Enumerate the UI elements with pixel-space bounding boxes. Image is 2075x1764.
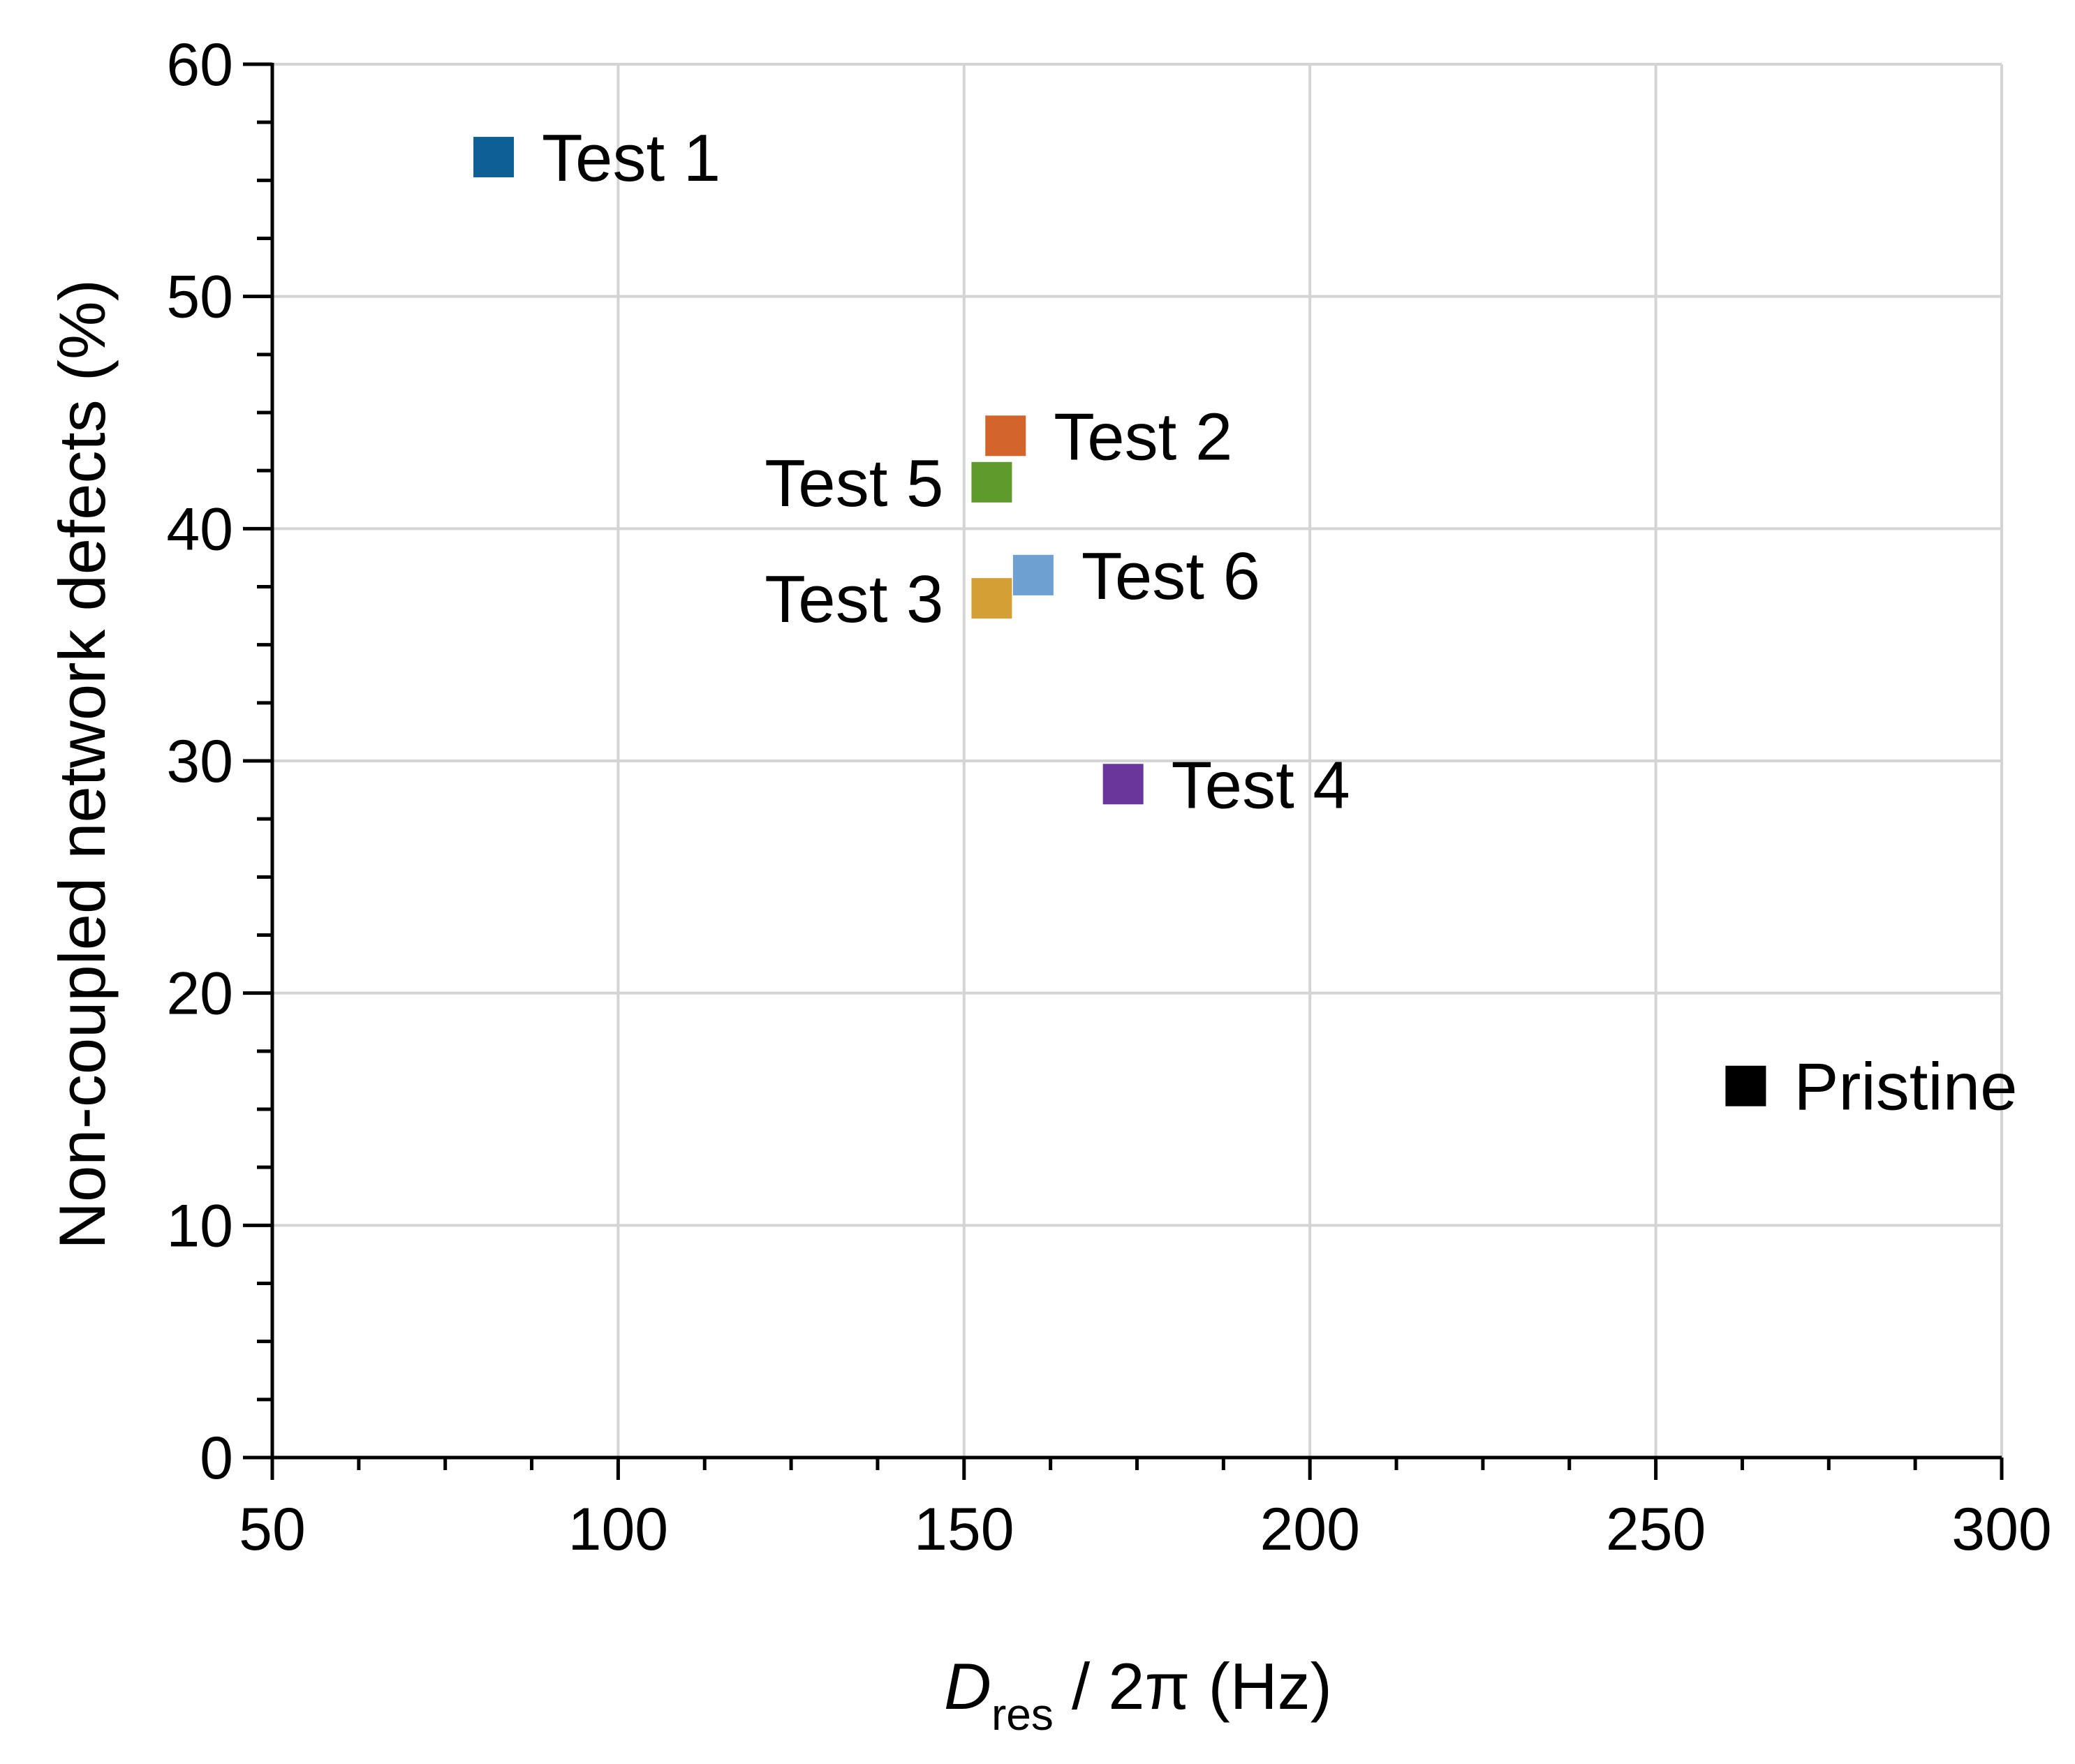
point-label: Test 3	[765, 562, 943, 637]
x-tick-label: 250	[1606, 1496, 1706, 1563]
x-tick-label: 200	[1260, 1496, 1360, 1563]
data-point	[1102, 764, 1144, 805]
x-tick-label: 100	[568, 1496, 669, 1563]
y-tick-label: 60	[166, 31, 233, 98]
x-tick-label: 300	[1951, 1496, 2052, 1563]
y-tick-label: 10	[166, 1192, 233, 1259]
y-axis-title: Non-coupled network defects (%)	[45, 279, 119, 1250]
data-points	[473, 137, 1766, 1106]
data-point	[473, 137, 515, 178]
point-label: Test 1	[542, 121, 721, 195]
y-tick-label: 50	[166, 264, 233, 331]
data-point	[971, 578, 1012, 619]
x-tick-label: 50	[239, 1496, 306, 1563]
x-axis-title-sub: res	[991, 1689, 1054, 1740]
point-labels: Test 1 Test 2 Test 5 Test 6 Test 3 Test 4 Pris…	[542, 121, 2017, 1125]
y-tick-label: 40	[166, 496, 233, 563]
grid	[272, 63, 2003, 1458]
y-tick-label: 0	[200, 1425, 233, 1492]
y-tick-label: 20	[166, 961, 233, 1028]
x-axis-title-main: D	[944, 1650, 991, 1723]
data-point	[1725, 1065, 1766, 1106]
point-label: Test 5	[765, 446, 943, 521]
point-label: Test 4	[1172, 748, 1350, 822]
data-point	[971, 461, 1012, 503]
x-axis-title-rest: / 2π (Hz)	[1054, 1650, 1332, 1723]
point-label: Test 6	[1081, 539, 1260, 614]
data-point	[985, 415, 1026, 457]
point-label: Pristine	[1794, 1050, 2017, 1125]
x-tick-label: 150	[914, 1496, 1014, 1563]
point-label: Test 2	[1054, 399, 1232, 474]
data-point	[1012, 554, 1054, 595]
ticks: 50 100 150 200 250 300 0 10 20 30 40 50 60	[166, 31, 2051, 1563]
x-axis-title: Dres / 2π (Hz)	[944, 1650, 1332, 1740]
y-tick-label: 30	[166, 728, 233, 795]
